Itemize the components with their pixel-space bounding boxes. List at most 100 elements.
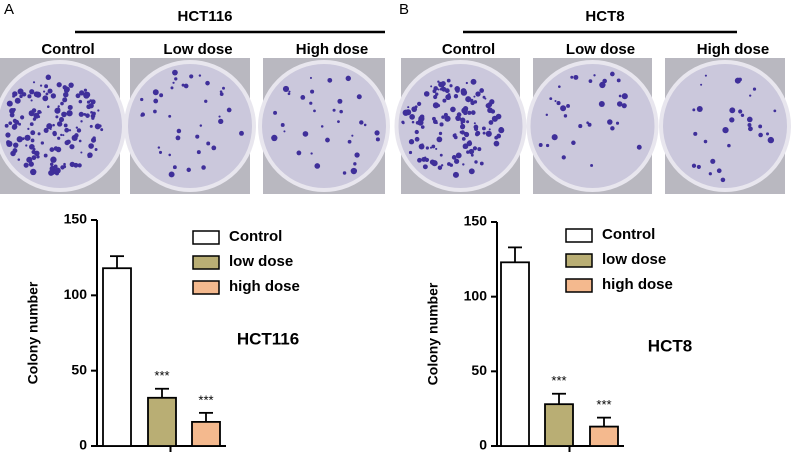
colony: [73, 162, 79, 168]
colony: [12, 118, 17, 124]
colony: [342, 171, 347, 175]
bar: [147, 396, 177, 447]
colony: [401, 120, 405, 124]
colony: [444, 115, 451, 122]
colony: [727, 143, 731, 148]
colony: [703, 139, 708, 144]
colony: [438, 131, 443, 136]
colony: [49, 127, 52, 130]
colony: [758, 132, 763, 138]
colony: [219, 90, 223, 93]
colony: [186, 167, 191, 173]
colony: [21, 92, 27, 97]
colony: [447, 162, 451, 166]
colony: [196, 150, 201, 155]
colony: [484, 97, 487, 100]
dish: [258, 60, 390, 192]
colony: [8, 121, 13, 126]
colony: [49, 162, 54, 167]
colony: [558, 85, 561, 88]
colony: [296, 150, 302, 156]
colony: [345, 75, 351, 82]
colony: [100, 128, 104, 132]
colony: [60, 101, 64, 106]
colony: [466, 140, 473, 147]
colony: [407, 106, 410, 109]
colony: [40, 141, 45, 145]
colony: [414, 129, 419, 135]
colony: [452, 171, 459, 178]
colony: [91, 116, 95, 120]
colony: [16, 136, 23, 143]
colony: [588, 79, 593, 83]
colony: [462, 163, 465, 166]
colony: [19, 94, 23, 99]
colony: [83, 88, 88, 92]
colony: [414, 136, 420, 142]
colony: [283, 130, 286, 133]
colony: [443, 112, 448, 117]
colony: [356, 94, 362, 100]
colony: [423, 91, 430, 97]
colony: [474, 160, 478, 164]
colony: [494, 135, 499, 140]
colony: [339, 109, 343, 114]
colony: [14, 97, 21, 104]
colony: [87, 152, 93, 158]
colony: [487, 107, 493, 114]
significance: ***: [154, 368, 169, 383]
colony: [439, 87, 443, 91]
colony: [53, 164, 58, 169]
colony: [560, 105, 567, 112]
colony: [211, 145, 217, 151]
colony: [168, 171, 175, 178]
colony: [88, 143, 94, 149]
colony: [493, 140, 500, 147]
cell-line-title: HCT116: [177, 8, 232, 25]
colony: [30, 99, 33, 102]
colony: [78, 111, 84, 117]
colony: [271, 134, 278, 142]
colony: [78, 99, 83, 104]
colony: [474, 132, 480, 137]
colony: [78, 139, 82, 143]
colony: [350, 167, 358, 175]
colony: [485, 130, 492, 137]
colony: [36, 155, 40, 159]
colony: [563, 114, 568, 118]
colony: [578, 124, 583, 129]
colony: [375, 137, 380, 142]
colony: [598, 101, 605, 108]
colony: [459, 130, 463, 134]
colony: [359, 120, 364, 125]
colony: [218, 115, 221, 118]
dish: [0, 60, 126, 192]
colony: [12, 107, 16, 112]
colony: [219, 92, 224, 96]
colony: [621, 93, 628, 100]
colony: [58, 117, 65, 123]
colony: [94, 147, 98, 151]
colony: [488, 120, 494, 125]
colony: [83, 92, 90, 99]
colony: [481, 126, 486, 131]
colony: [50, 156, 57, 163]
colony: [467, 110, 472, 115]
colony: [159, 93, 164, 98]
colony: [183, 83, 189, 89]
colony: [482, 131, 486, 135]
bar: [589, 425, 619, 447]
colony: [30, 138, 35, 143]
colony: [54, 167, 61, 174]
colony: [411, 106, 418, 113]
colony: [453, 135, 458, 140]
colony: [172, 81, 175, 84]
colony: [27, 94, 32, 99]
colony: [42, 95, 49, 102]
colony: [300, 94, 306, 100]
colony: [204, 99, 208, 103]
colony: [710, 158, 716, 164]
colony: [44, 84, 49, 89]
colony: [470, 78, 477, 85]
